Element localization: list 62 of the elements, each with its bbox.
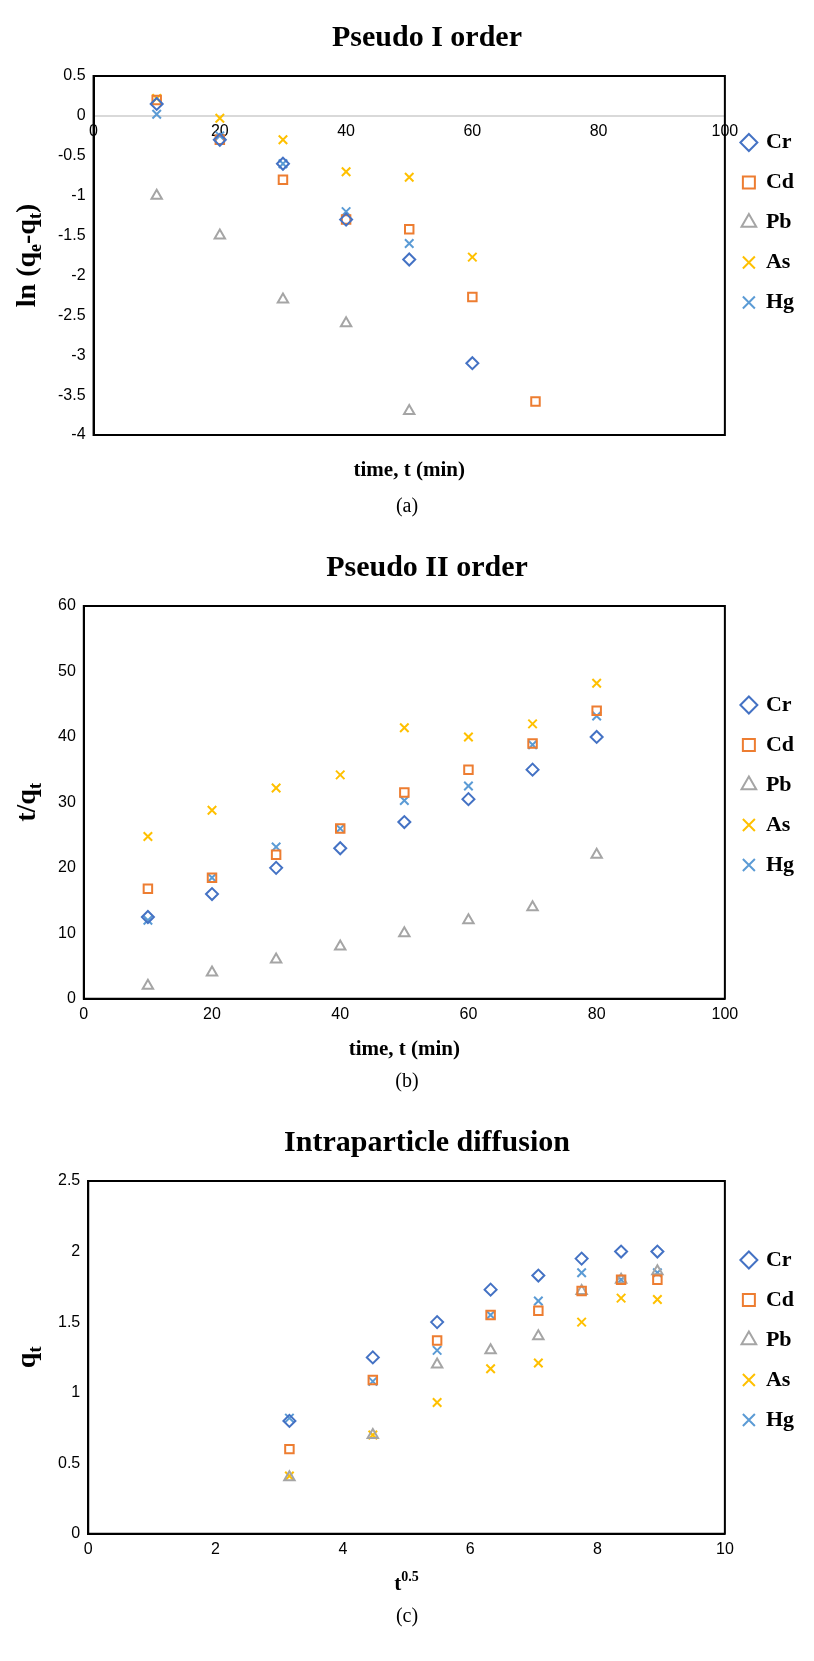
x-tick-label: 6 [465,1539,475,1557]
legend-label: Pb [765,208,792,234]
y-tick-label: -4 [71,425,86,443]
x-tick-label: 10 [715,1539,734,1557]
chart-title: Pseudo I order [332,18,522,52]
text: (b) [394,1068,420,1093]
x-tick-label: 80 [587,1004,606,1022]
x-tick-label: 2 [211,1539,221,1557]
x-tick-label: 100 [711,1004,739,1022]
x-tick-label: 8 [593,1539,603,1557]
x-tick-label: 20 [203,1004,222,1022]
y-tick-label: -3 [71,345,86,363]
text: (a) [394,493,420,519]
chart-title: Pseudo II order [326,548,528,582]
y-tick-label: 0 [71,1524,81,1542]
y-axis-title: qt [10,1346,46,1369]
y-tick-label: 2.5 [57,1171,81,1189]
y-tick-label: 0.5 [63,66,86,84]
y-tick-label: 10 [58,923,76,941]
y-tick-label: 0 [76,106,86,124]
text: (c) [394,1603,420,1629]
y-tick-label: -3.5 [57,385,86,403]
x-tick-label: 40 [337,121,356,139]
legend-label: Pb [765,770,792,796]
y-tick-label: 30 [58,792,76,810]
y-tick-label: 0 [66,989,76,1007]
y-tick-label: -1.5 [57,225,86,243]
x-tick-label: 60 [459,1004,478,1022]
legend-label: As [765,1365,791,1391]
x-tick-label: 40 [331,1004,350,1022]
legend-label: Cr [765,690,792,716]
y-axis-title: ln (qe-qt) [10,203,46,308]
y-tick-label: 40 [58,727,76,745]
chart-title: Intraparticle diffusion [284,1123,571,1157]
y-tick-label: 1 [71,1383,81,1401]
y-tick-label: -2.5 [57,305,86,323]
legend-label: Cd [765,1285,794,1311]
y-tick-label: -1 [71,186,86,204]
y-tick-label: -2 [71,265,86,283]
x-tick-label: 4 [338,1539,348,1557]
y-tick-label: -0.5 [57,146,86,164]
legend-label: Cr [765,1245,792,1271]
legend-label: Hg [765,1405,794,1431]
y-tick-label: 20 [58,858,76,876]
legend-label: Cd [765,730,794,756]
legend-label: Pb [765,1325,792,1351]
y-tick-label: 0.5 [57,1453,81,1471]
legend-label: Hg [765,288,794,314]
x-axis-title: time, t (min) [353,457,465,482]
y-tick-label: 2 [71,1241,81,1259]
legend-label: Cd [765,168,794,194]
y-axis-title: t/qt [10,783,46,822]
legend-label: Cr [765,128,792,154]
y-tick-label: 60 [58,596,76,614]
legend-label: As [765,248,791,274]
legend-label: Hg [765,850,794,876]
x-axis-title: time, t (min) [348,1036,461,1061]
x-tick-label: 60 [463,121,482,139]
y-tick-label: 50 [58,661,76,679]
x-tick-label: 80 [589,121,608,139]
y-tick-label: 1.5 [57,1312,81,1330]
legend-label: As [765,810,791,836]
